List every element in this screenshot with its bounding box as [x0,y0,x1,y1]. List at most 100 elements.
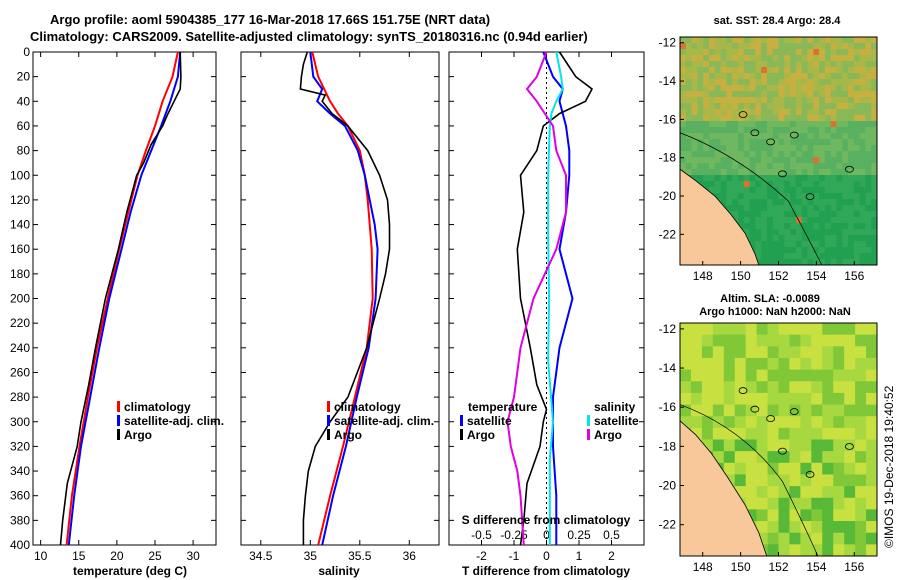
map-cell [726,127,733,134]
map-cell [761,181,768,188]
map-cell [859,79,866,86]
map-cell [772,151,779,158]
sst-map-title: sat. SST: 28.4 Argo: 28.4 [714,15,842,27]
map-cell [813,181,820,188]
map-cell [766,193,774,200]
map-cell [807,121,814,128]
legend-swatch-argo [117,429,120,440]
map-cell [800,346,812,359]
map-cell [848,205,855,212]
map-cell [685,85,692,92]
map-cell [680,392,692,405]
map-cell [778,369,790,382]
map-cell [708,133,716,140]
map-cell [848,175,855,182]
map-cell [772,55,779,62]
map-cell [720,55,727,62]
map-cell [830,163,837,170]
map-cell [749,229,756,236]
map-cell [767,474,779,487]
map-cell [833,334,845,347]
map-cell [790,109,797,116]
map-cell [866,486,878,499]
map-cell [836,181,843,188]
map-cell [848,187,855,194]
series-line-satellite-adj-clim- [309,51,379,546]
map-cell [819,229,826,236]
map-cell [720,37,727,44]
y-tick-label: 160 [10,242,30,256]
map-cell [801,169,808,176]
map-cell [743,133,750,140]
map-cell [767,323,779,336]
map-cell [853,115,861,122]
map-cell [726,97,733,104]
y-tick-label: 400 [10,538,30,552]
map-cell [749,181,756,188]
map-cell [778,127,785,134]
map-cell [824,91,832,98]
map-cell [830,91,837,98]
map-cell [790,139,797,146]
x2-tick-label: 0.25 [567,528,591,542]
map-cell [842,229,849,236]
map-cell [766,43,774,50]
map-cell [865,85,872,92]
map-cell [766,127,774,134]
map-cell [737,49,745,56]
map-cell [819,181,826,188]
map-cell [714,121,721,128]
map-cell [778,217,785,224]
map-cell [801,121,808,128]
map-cell [697,79,704,86]
map-cell [690,334,703,347]
map-cell [732,109,739,116]
map-cell [784,103,791,110]
map-cell [703,163,710,170]
map-cell [726,187,733,194]
map-cell [720,163,727,170]
map-cell [772,157,779,164]
reef-contour [778,170,787,178]
map-cell [853,139,861,146]
map-cell [800,416,812,429]
map-cell [756,521,768,534]
map-cell [720,73,727,80]
series-line-s-argo [506,51,567,546]
map-cell [842,217,849,224]
map-cell [745,451,758,464]
map-cell [766,235,774,242]
map-cell [819,205,826,212]
map-cell [811,462,823,475]
map-cell [784,61,791,68]
map-cell [708,91,716,98]
map-cell [732,85,739,92]
map-cell [749,139,756,146]
map-cell [714,61,721,68]
map-cell [701,381,714,394]
map-cell [866,357,878,370]
map-cell [726,175,733,182]
map-cell [720,43,727,50]
map-cell [811,323,823,336]
map-cell [822,462,834,475]
map-cell [745,323,758,336]
map-cell [720,79,727,86]
map-cell [703,103,710,110]
map-cell [859,139,866,146]
map-cell [732,103,739,110]
map-cell [755,241,762,248]
legend-temperature-title: temperature [468,400,538,414]
legend-swatch-argo [327,429,330,440]
map-cell [871,109,878,116]
map-cell [807,103,814,110]
map-cell [871,247,878,254]
map-cell [790,217,797,224]
map-cell [833,323,845,336]
map-cell [833,357,845,370]
map-cell [761,49,768,56]
map-cell [755,139,762,146]
map-cell [830,205,837,212]
map-cell [691,103,698,110]
map-cell [680,381,692,394]
